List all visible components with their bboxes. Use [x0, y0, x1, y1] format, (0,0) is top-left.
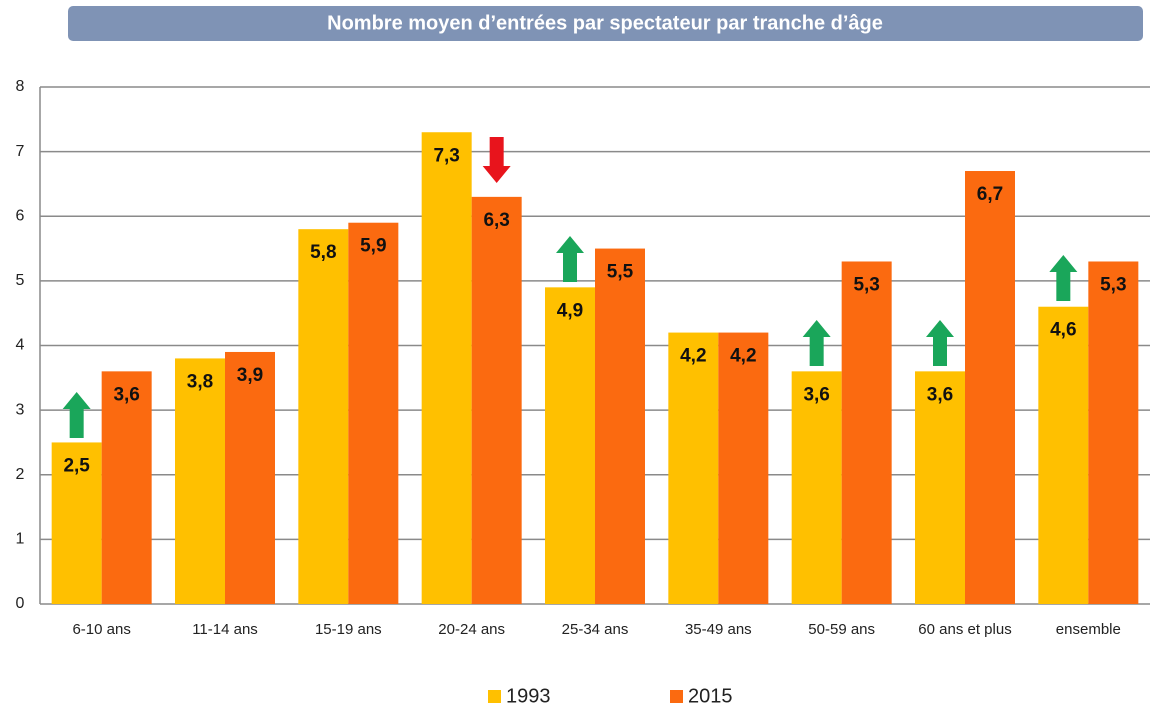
x-tick-label-box: ensemble: [1055, 621, 1121, 638]
bar: [965, 171, 1015, 604]
value-label: 4,2: [730, 346, 756, 367]
value-label: 5,9: [360, 236, 386, 257]
bar: [841, 261, 892, 604]
down-arrow: [482, 137, 511, 183]
y-tick-label: 8: [16, 78, 25, 95]
bar: [225, 351, 275, 604]
x-tick-label-box: 50-59 ans: [808, 621, 876, 638]
x-tick-label-box: 60 ans et plus: [918, 621, 1012, 638]
bar: [668, 332, 719, 604]
bar: [1088, 261, 1139, 604]
value-label: 4,9: [557, 300, 583, 321]
x-tick-label-box: 6-10 ans: [72, 621, 131, 638]
value-label: 6,3: [483, 210, 509, 231]
up-arrow: [556, 236, 584, 282]
bar: [175, 358, 225, 604]
value-label: 3,6: [113, 384, 139, 405]
up-arrow: [1049, 255, 1078, 301]
chart-title: Nombre moyen d’entrées par spectateur pa…: [327, 12, 883, 34]
bar: [718, 332, 769, 604]
x-tick-label: 35-49 ans: [684, 621, 752, 638]
up-arrow: [802, 320, 831, 366]
x-tick-label-box: 35-49 ans: [684, 621, 752, 638]
x-tick-label-box: 11-14 ans: [192, 621, 258, 638]
up-arrow: [62, 392, 91, 438]
value-label: 3,6: [803, 384, 829, 405]
x-tick-label: ensemble: [1055, 621, 1121, 638]
value-label: 5,3: [853, 275, 879, 296]
bar: [421, 132, 472, 605]
x-tick-label: 60 ans et plus: [918, 621, 1012, 638]
bar: [51, 442, 102, 604]
y-tick-label: 7: [16, 143, 25, 160]
bar: [348, 222, 399, 604]
bar: [545, 287, 595, 604]
value-label: 6,7: [977, 184, 1003, 205]
legend-label: 2015: [688, 685, 733, 707]
y-tick-label: 3: [16, 401, 25, 418]
x-tick-label: 6-10 ans: [72, 621, 131, 638]
value-label: 5,3: [1100, 275, 1126, 296]
y-tick-label: 1: [16, 531, 25, 548]
value-label: 2,5: [63, 455, 90, 476]
y-tick-label: 4: [16, 337, 25, 354]
y-tick-label: 0: [16, 595, 25, 612]
x-tick-label-box: 25-34 ans: [561, 621, 629, 638]
x-tick-label-box: 15-19 ans: [314, 621, 382, 638]
bar: [298, 229, 349, 605]
x-tick-label: 20-24 ans: [438, 621, 506, 638]
value-label: 7,3: [433, 145, 459, 166]
x-tick-label: 15-19 ans: [314, 621, 382, 638]
title-banner: [68, 6, 1143, 41]
value-label: 5,8: [310, 242, 336, 263]
up-arrow: [926, 320, 954, 366]
value-label: 3,6: [927, 384, 953, 405]
x-tick-label-box: 20-24 ans: [438, 621, 506, 638]
legend-swatch: [488, 690, 501, 703]
y-tick-label: 2: [16, 466, 25, 483]
bar: [101, 371, 152, 604]
bar: [471, 196, 522, 605]
x-tick-label: 50-59 ans: [808, 621, 876, 638]
bar: [915, 371, 965, 604]
value-label: 3,9: [237, 365, 263, 386]
y-tick-label: 5: [16, 272, 25, 289]
x-tick-label: 11-14 ans: [192, 621, 258, 638]
legend-swatch: [670, 690, 683, 703]
x-tick-label: 25-34 ans: [561, 621, 629, 638]
legend-label: 1993: [506, 685, 551, 707]
value-label: 3,8: [187, 371, 213, 392]
bar: [595, 248, 645, 604]
value-label: 4,2: [680, 346, 706, 367]
y-tick-label: 6: [16, 207, 25, 224]
bar: [1038, 306, 1089, 604]
value-label: 5,5: [607, 262, 634, 283]
bar: [791, 371, 842, 604]
value-label: 4,6: [1050, 320, 1076, 341]
